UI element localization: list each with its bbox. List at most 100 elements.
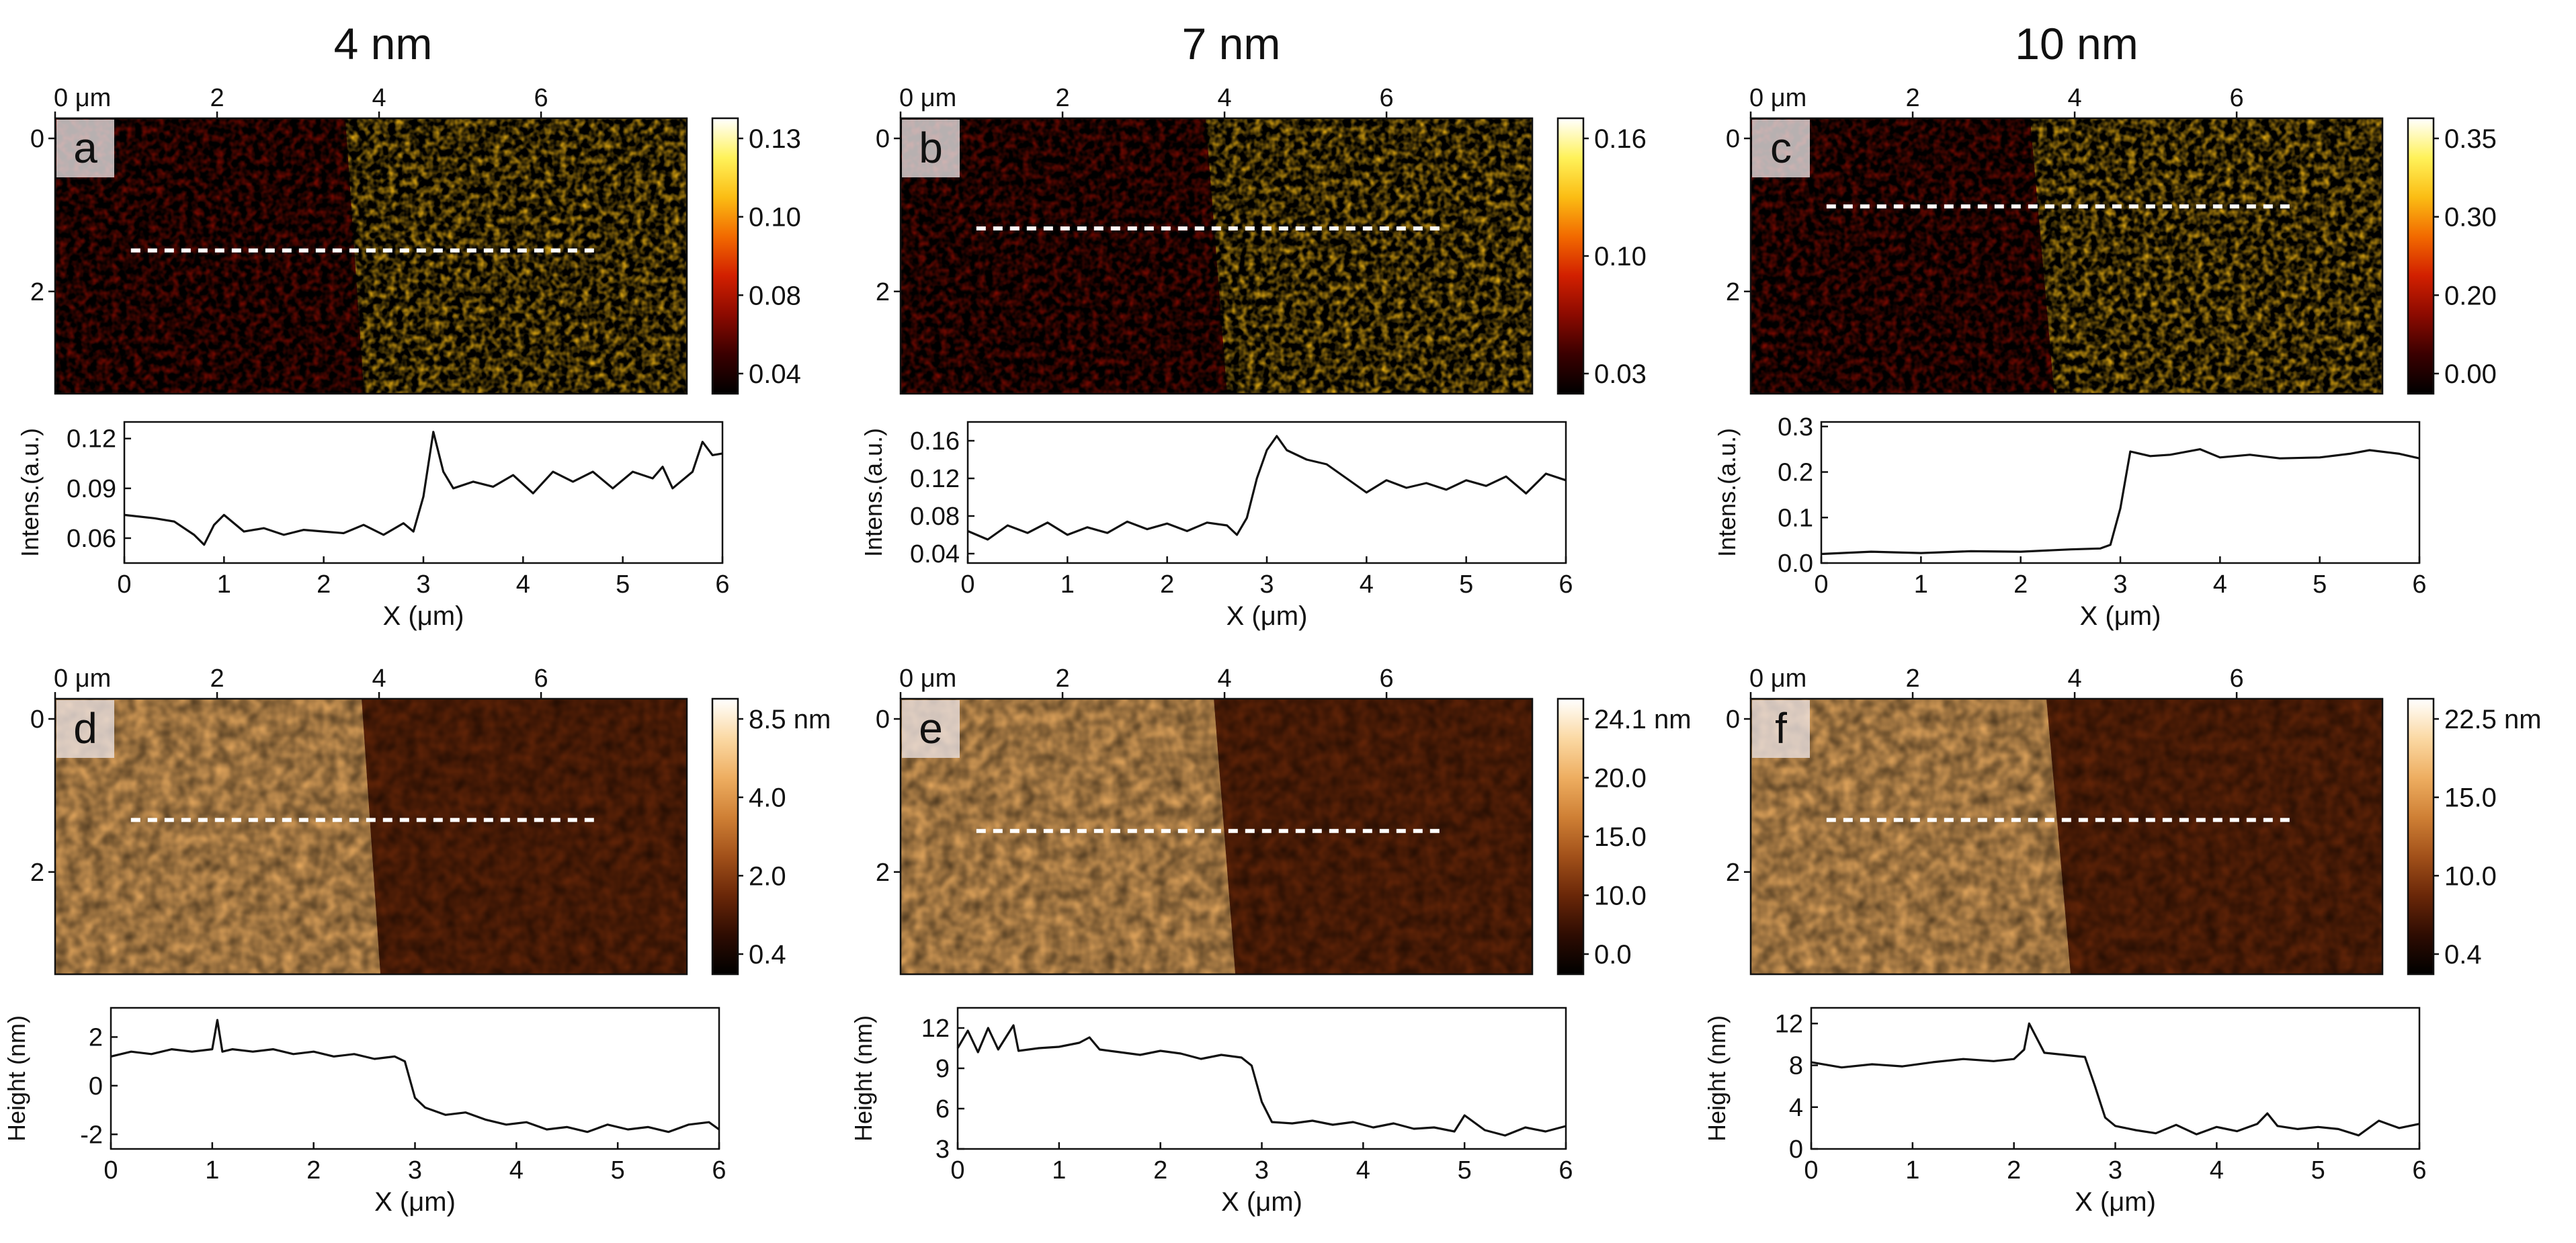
profile-y-tick-label: -2 xyxy=(80,1121,103,1149)
colorbar-label: 0.00 xyxy=(2444,359,2497,389)
map-y-tick-label: 0 xyxy=(30,705,44,734)
profile-y-tick-label: 0.12 xyxy=(67,425,116,454)
profile-x-axis-label: X (μm) xyxy=(1221,1187,1302,1217)
map-x-tick-label: 6 xyxy=(1380,665,1394,693)
map-y-tick-label: 2 xyxy=(876,278,890,306)
map-x-tick-label: 0 μm xyxy=(54,84,111,112)
column-title: 4 nm xyxy=(334,19,433,69)
column-title: 10 nm xyxy=(2015,19,2138,69)
colorbar-label: 0.30 xyxy=(2444,203,2497,232)
profile-y-axis-label: Intens.(a.u.) xyxy=(16,428,44,557)
colorbar-frame xyxy=(711,697,739,976)
profile-x-tick-label: 3 xyxy=(2113,570,2127,599)
profile-y-tick-label: 4 xyxy=(1789,1094,1803,1122)
profile-x-tick-label: 1 xyxy=(205,1156,219,1185)
map-x-tick-label: 6 xyxy=(534,665,548,693)
colorbar xyxy=(712,118,738,394)
colorbar-label: 0.13 xyxy=(749,124,801,154)
profile-x-tick-label: 5 xyxy=(2311,1156,2325,1185)
afm-map: b xyxy=(899,117,1534,395)
map-frame xyxy=(54,697,688,976)
map-x-tick-label: 2 xyxy=(210,665,224,693)
profile-y-tick-label: 0.09 xyxy=(67,475,116,503)
colorbar xyxy=(1558,118,1583,394)
map-x-tick-label: 2 xyxy=(1055,84,1069,112)
profile-x-axis-label: X (μm) xyxy=(2080,601,2161,631)
map-y-tick-label: 0 xyxy=(1726,705,1740,734)
profile-x-tick-label: 1 xyxy=(1914,570,1928,599)
colorbar-label: 0.08 xyxy=(749,281,801,310)
colorbar-frame xyxy=(2407,117,2435,395)
panel-badge xyxy=(1752,700,1810,758)
map-x-tick-label: 2 xyxy=(210,84,224,112)
colorbar xyxy=(2408,699,2434,974)
colorbar-frame xyxy=(2407,697,2435,976)
profile-x-tick-label: 2 xyxy=(2007,1156,2021,1185)
column-title: 7 nm xyxy=(1182,19,1281,69)
profile-x-tick-label: 4 xyxy=(1356,1156,1370,1185)
profile-x-tick-label: 1 xyxy=(1061,570,1075,599)
profile-line xyxy=(124,431,723,546)
profile-plot-frame xyxy=(1820,421,2421,564)
profile-y-tick-label: 0.06 xyxy=(67,525,116,553)
map-x-tick-label: 4 xyxy=(2067,665,2081,693)
map-y-tick-label: 2 xyxy=(30,859,44,887)
map-x-tick-label: 0 μm xyxy=(899,84,956,112)
profile-y-tick-label: 9 xyxy=(936,1055,950,1083)
map-y-tick-label: 2 xyxy=(30,278,44,306)
profile-x-tick-label: 6 xyxy=(2412,1156,2426,1185)
colorbar-label: 22.5 nm xyxy=(2444,705,2542,734)
profile-x-tick-label: 1 xyxy=(1905,1156,1919,1185)
profile-y-tick-label: 0.3 xyxy=(1778,413,1813,441)
map-y-tick-label: 2 xyxy=(876,859,890,887)
colorbar-label: 0.10 xyxy=(749,203,801,232)
map-frame xyxy=(1749,117,2384,395)
colorbar-frame xyxy=(711,117,739,395)
profile-x-tick-label: 2 xyxy=(317,570,331,599)
colorbar-label: 0.4 xyxy=(2444,940,2482,970)
colorbar-label: 2.0 xyxy=(749,861,786,891)
colorbar-label: 8.5 nm xyxy=(749,705,831,734)
colorbar-label: 0.35 xyxy=(2444,124,2497,154)
colorbar-label: 0.4 xyxy=(749,940,786,970)
profile-x-tick-label: 6 xyxy=(712,1156,726,1185)
profile-y-tick-label: 12 xyxy=(921,1015,950,1043)
profile-x-tick-label: 1 xyxy=(1052,1156,1066,1185)
profile-y-tick-label: 0.0 xyxy=(1778,550,1813,578)
profile-y-tick-label: 0.08 xyxy=(910,503,960,531)
map-x-tick-label: 2 xyxy=(1905,84,1919,112)
colorbar-label: 15.0 xyxy=(1594,822,1647,852)
profile-y-tick-label: 0.1 xyxy=(1778,504,1813,532)
colorbar-label: 10.0 xyxy=(1594,882,1647,911)
profile-x-tick-label: 6 xyxy=(715,570,729,599)
profile-line xyxy=(1821,448,2420,556)
profile-x-tick-label: 3 xyxy=(1259,570,1274,599)
panel-badge xyxy=(902,120,960,177)
colorbar-label: 0.04 xyxy=(749,359,801,389)
panel-letter: c xyxy=(1770,124,1792,172)
profile-x-tick-label: 6 xyxy=(1559,570,1573,599)
colorbar xyxy=(2408,118,2434,394)
colorbar-label: 10.0 xyxy=(2444,861,2497,891)
map-y-tick-label: 0 xyxy=(876,705,890,734)
profile-x-tick-label: 0 xyxy=(1814,570,1828,599)
profile-x-tick-label: 4 xyxy=(2213,570,2227,599)
profile-plot-frame xyxy=(110,1006,720,1150)
profile-x-tick-label: 0 xyxy=(960,570,974,599)
colorbar-label: 20.0 xyxy=(1594,764,1647,794)
profile-y-tick-label: 0.12 xyxy=(910,465,960,493)
profile-y-tick-label: 2 xyxy=(89,1023,103,1052)
map-y-tick-label: 2 xyxy=(1726,859,1740,887)
colorbar xyxy=(1558,699,1583,974)
afm-map: e xyxy=(899,697,1534,976)
profile-x-tick-label: 4 xyxy=(1360,570,1374,599)
colorbar-label: 0.16 xyxy=(1594,124,1647,154)
map-texture xyxy=(901,118,1532,394)
profile-y-axis-label: Height (nm) xyxy=(3,1015,30,1142)
map-x-tick-label: 0 μm xyxy=(899,665,956,693)
profile-line xyxy=(1811,1022,2420,1137)
profile-line xyxy=(110,1019,720,1133)
profile-x-tick-label: 0 xyxy=(950,1156,964,1185)
map-y-tick-label: 0 xyxy=(876,125,890,153)
profile-plot-frame xyxy=(966,421,1567,564)
